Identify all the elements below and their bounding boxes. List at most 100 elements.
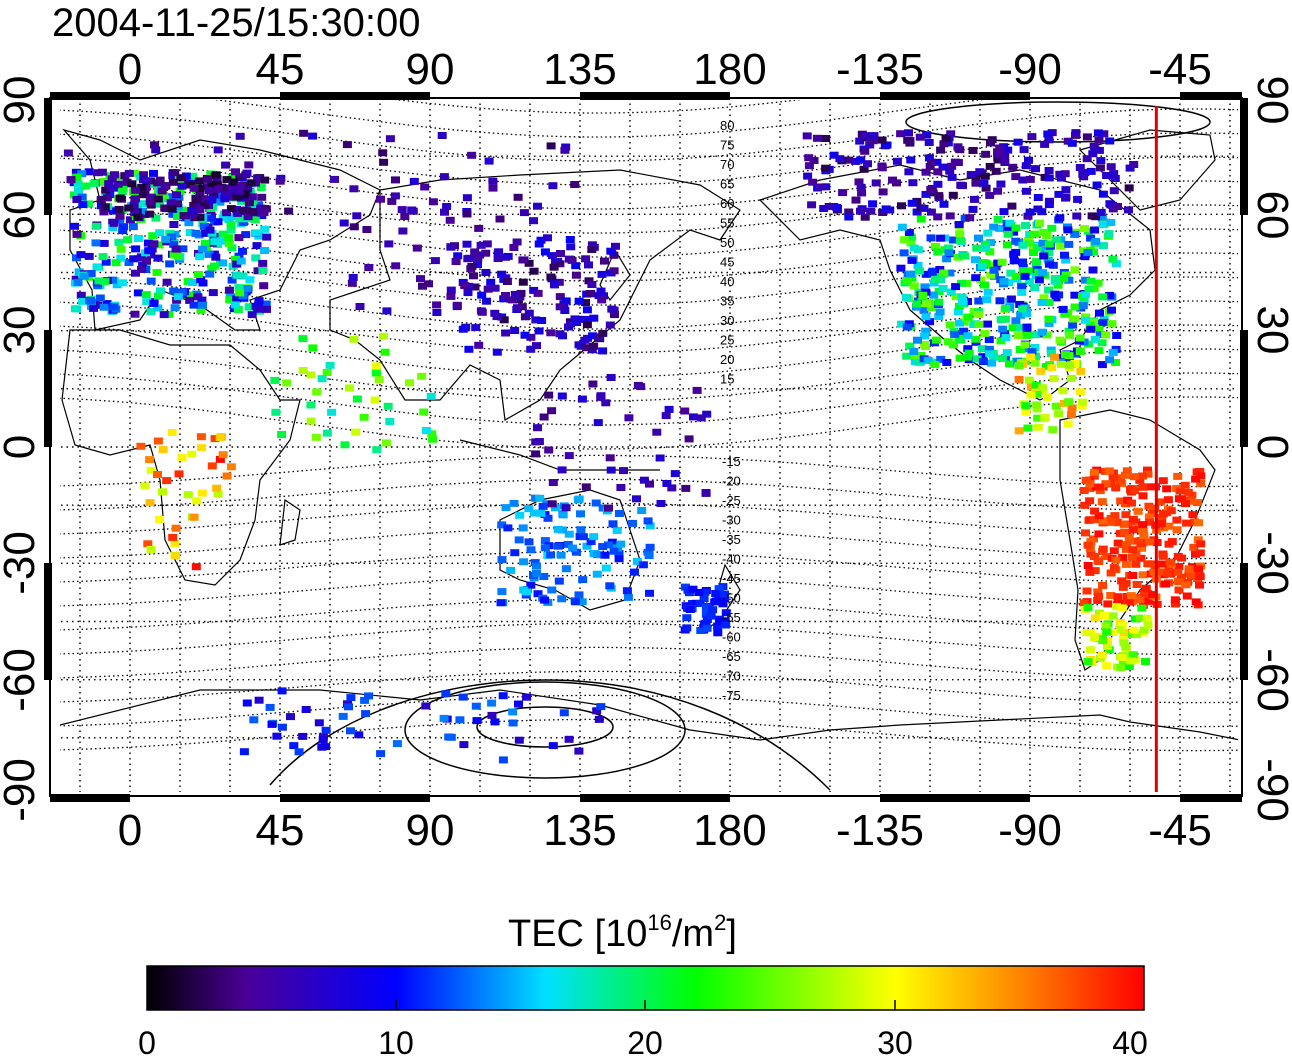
tec-point <box>177 182 187 190</box>
tec-point <box>195 189 205 197</box>
tec-point <box>1161 580 1171 588</box>
tec-point <box>547 500 557 508</box>
tec-point <box>254 297 264 305</box>
tec-point <box>1174 578 1184 586</box>
tec-point <box>84 168 94 176</box>
tec-point <box>1110 512 1120 520</box>
tec-point <box>1173 472 1183 480</box>
tec-point <box>931 336 941 344</box>
tec-point <box>428 435 437 443</box>
tec-point <box>499 316 509 324</box>
tec-point <box>547 252 557 260</box>
tec-point <box>1053 281 1063 289</box>
tec-point <box>218 451 228 459</box>
tec-point <box>582 344 592 352</box>
tec-point <box>391 176 400 184</box>
tec-point <box>513 304 522 312</box>
tec-point <box>966 171 976 178</box>
tec-point <box>112 281 122 289</box>
south-magnetic-pole-contours <box>269 679 831 791</box>
tec-point <box>1138 571 1148 579</box>
tec-point <box>76 291 86 299</box>
tec-point <box>1075 388 1085 396</box>
tec-point <box>639 476 649 484</box>
tec-point <box>211 171 221 179</box>
tec-point <box>1055 170 1065 178</box>
tec-point <box>533 289 543 297</box>
tec-point <box>161 235 171 243</box>
tec-point <box>155 229 165 237</box>
tec-point <box>428 198 438 206</box>
tec-point <box>380 348 390 356</box>
tec-point <box>1124 206 1133 214</box>
tec-point <box>215 434 225 441</box>
tec-point <box>518 278 528 286</box>
tec-point <box>1098 221 1108 229</box>
tec-point <box>226 205 236 213</box>
tec-point <box>170 540 180 548</box>
tec-point <box>1032 401 1042 409</box>
tec-point <box>100 278 110 286</box>
tec-point <box>1079 338 1089 346</box>
tec-point <box>1044 240 1054 248</box>
tec-point <box>1094 136 1104 144</box>
tec-point <box>409 177 419 185</box>
tec-point <box>1086 167 1096 175</box>
tec-point <box>1145 518 1155 526</box>
tec-point <box>1191 598 1201 606</box>
tec-point <box>245 276 255 284</box>
tec-point <box>1079 487 1089 494</box>
tec-point <box>1030 359 1040 367</box>
tec-point <box>878 209 888 216</box>
tec-point <box>1018 267 1028 275</box>
tec-point <box>514 736 524 744</box>
tec-point <box>619 467 628 475</box>
tec-point <box>582 315 592 323</box>
tec-point <box>1181 581 1191 589</box>
tec-point <box>907 256 917 264</box>
tec-point <box>591 499 601 507</box>
tec-point <box>1094 558 1104 565</box>
tec-point <box>486 278 496 286</box>
tec-point <box>306 401 316 409</box>
tec-point <box>503 252 513 260</box>
tec-point <box>1039 252 1049 260</box>
tec-point <box>177 288 187 296</box>
tec-point <box>490 284 500 292</box>
tec-point <box>1079 173 1089 181</box>
tec-point <box>1073 195 1083 203</box>
contour-label: 65 <box>720 177 734 192</box>
tec-point <box>902 352 912 360</box>
tec-point <box>1156 520 1166 527</box>
tec-point <box>1011 173 1021 181</box>
tec-point <box>701 489 711 496</box>
tec-point <box>909 282 919 290</box>
tec-point <box>514 536 524 544</box>
tec-point <box>922 300 932 308</box>
tec-point <box>441 690 451 698</box>
tec-point <box>921 168 931 176</box>
tec-point <box>943 338 953 346</box>
tec-point <box>196 276 206 284</box>
tec-point <box>587 246 597 253</box>
tec-point <box>1194 565 1203 573</box>
tec-point <box>1032 390 1042 398</box>
tec-point <box>1036 367 1046 375</box>
tec-point <box>1155 498 1165 506</box>
tec-point <box>1001 304 1011 312</box>
tec-point <box>208 289 218 297</box>
tec-point <box>878 188 888 196</box>
tec-point <box>1111 359 1121 366</box>
madagascar-coastline <box>279 498 301 546</box>
tec-point <box>546 142 556 150</box>
tec-point <box>1157 516 1167 524</box>
tec-point <box>696 414 706 422</box>
tec-point <box>308 132 318 140</box>
tec-point <box>137 265 146 273</box>
tec-point <box>322 429 332 437</box>
tec-point <box>1105 356 1115 364</box>
tec-point <box>383 402 393 410</box>
contour-label: 40 <box>720 274 734 289</box>
tec-point <box>923 356 933 364</box>
